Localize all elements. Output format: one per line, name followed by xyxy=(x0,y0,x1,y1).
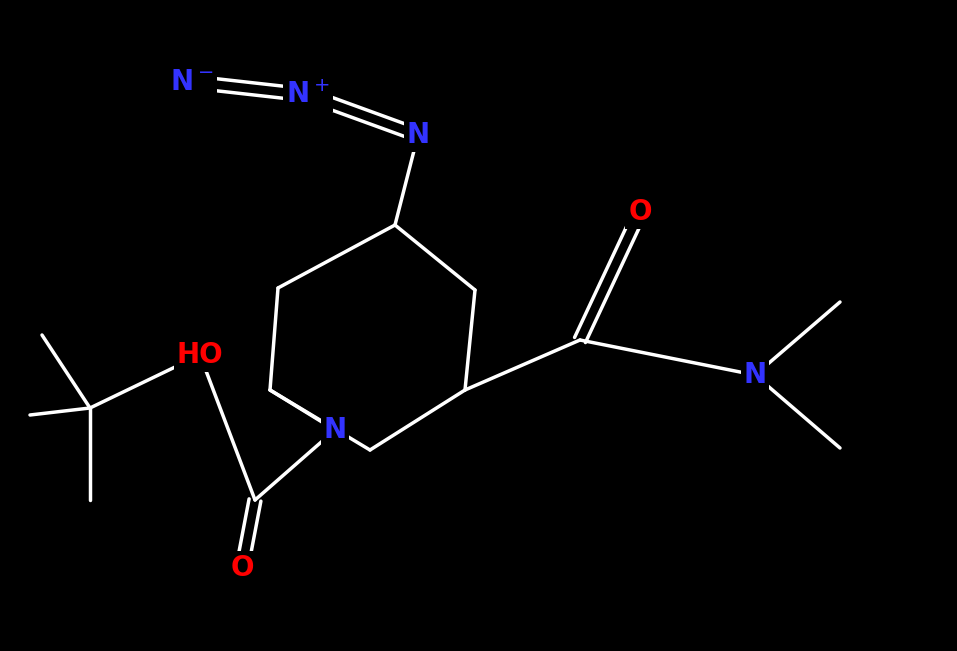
Text: HO: HO xyxy=(177,341,223,369)
Text: N: N xyxy=(323,416,346,444)
Text: N: N xyxy=(407,121,430,149)
Text: N: N xyxy=(744,361,767,389)
Text: N$^+$: N$^+$ xyxy=(286,81,330,109)
Text: N$^-$: N$^-$ xyxy=(170,68,213,96)
Text: O: O xyxy=(231,554,254,582)
Text: O: O xyxy=(628,198,652,226)
